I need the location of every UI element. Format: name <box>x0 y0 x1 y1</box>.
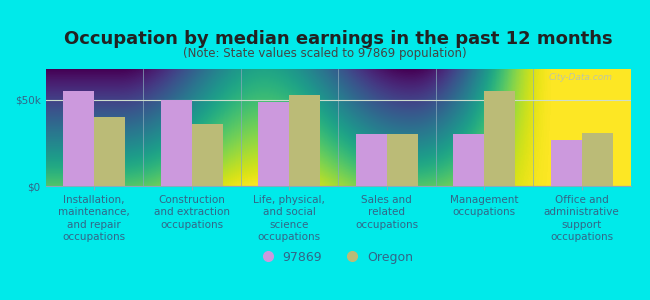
Bar <box>582 133 613 186</box>
Bar <box>387 134 418 186</box>
Bar <box>453 134 484 186</box>
Bar <box>192 124 223 186</box>
Title: Occupation by median earnings in the past 12 months: Occupation by median earnings in the pas… <box>64 30 612 48</box>
Bar <box>356 134 387 186</box>
Bar <box>161 100 192 186</box>
Text: City-Data.com: City-Data.com <box>549 73 613 82</box>
Bar <box>551 140 582 186</box>
Bar <box>258 102 289 186</box>
Text: (Note: State values scaled to 97869 population): (Note: State values scaled to 97869 popu… <box>183 46 467 59</box>
Bar <box>484 92 515 186</box>
Bar <box>63 92 94 186</box>
Bar <box>289 95 320 186</box>
Bar <box>94 117 125 186</box>
Legend: 97869, Oregon: 97869, Oregon <box>259 247 417 268</box>
